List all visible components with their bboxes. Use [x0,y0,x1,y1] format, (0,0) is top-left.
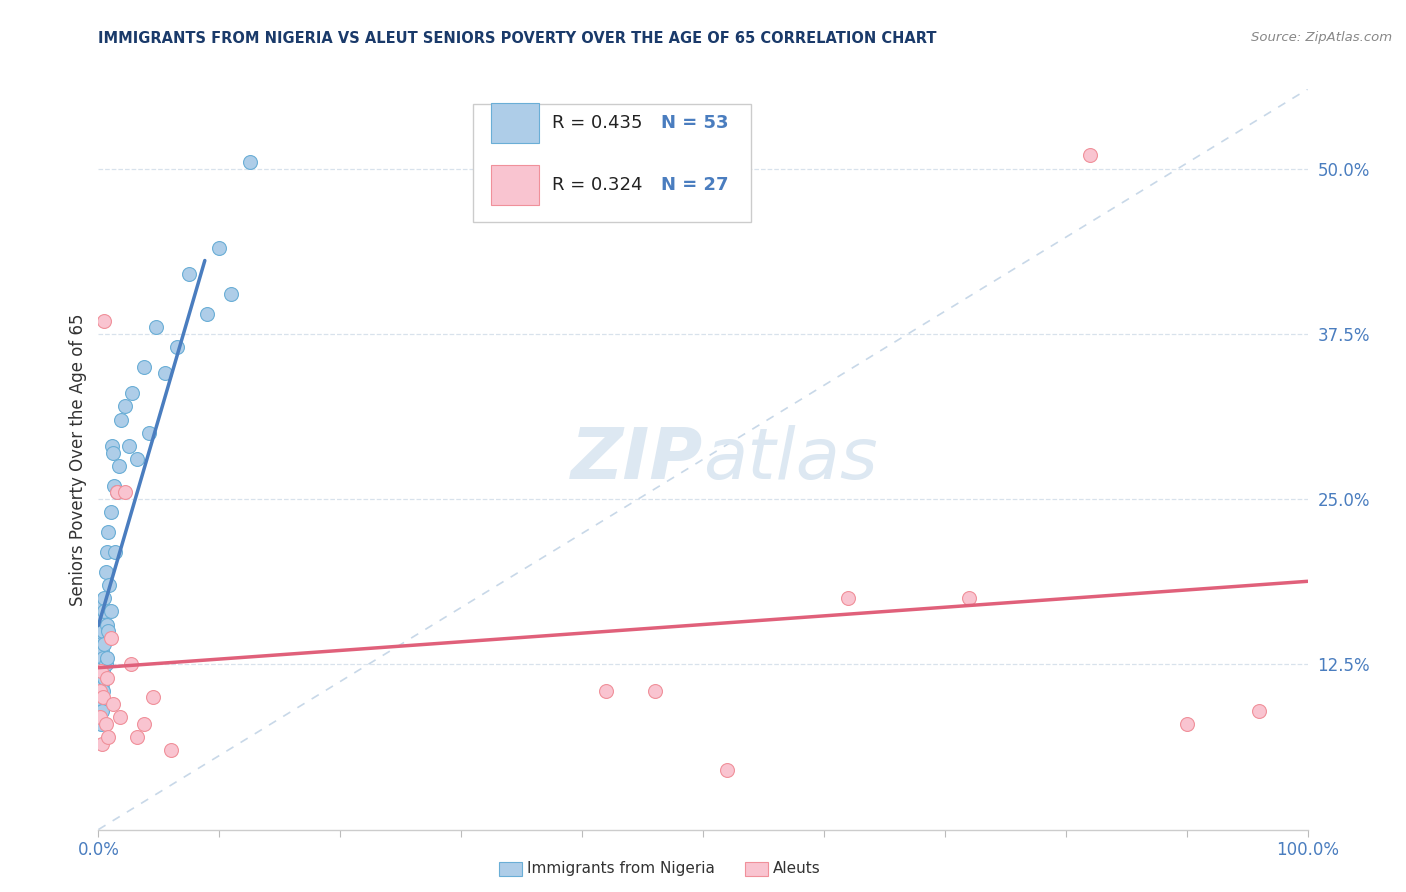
Point [90,664,112,678]
Point [239,155,262,169]
Point [134,359,156,374]
Point [145,320,167,334]
Text: Source: ZipAtlas.com: Source: ZipAtlas.com [1251,31,1392,45]
Point [91,650,114,665]
Point [91,598,114,612]
Point [100,439,122,453]
Point [96,617,118,632]
Point [134,716,156,731]
Point [114,485,136,500]
Point [1078,148,1101,162]
Point [108,458,131,473]
Point [160,743,183,757]
Point [105,485,128,500]
FancyBboxPatch shape [474,104,751,222]
Point [595,683,617,698]
Point [957,591,980,606]
Point [89,683,111,698]
Point [91,677,114,691]
Point [89,671,111,685]
Point [110,413,132,427]
Point [93,637,115,651]
Point [93,671,115,685]
Point [91,664,114,678]
Point [89,631,111,645]
Text: atlas: atlas [703,425,877,494]
Point [96,650,118,665]
Point [91,624,114,639]
Point [104,545,127,559]
Point [97,525,120,540]
Point [90,657,112,672]
Point [97,624,120,639]
Point [96,671,118,685]
Point [101,446,124,460]
Point [118,439,141,453]
Point [93,591,115,606]
Point [142,690,165,705]
Point [108,710,131,724]
Point [837,591,859,606]
Point [91,683,114,698]
Point [179,268,201,282]
Text: Aleuts: Aleuts [773,862,821,876]
Point [121,386,143,401]
Point [98,578,121,592]
Point [120,657,142,672]
Point [114,400,136,414]
Point [96,545,118,559]
Point [127,730,149,744]
Text: Immigrants from Nigeria: Immigrants from Nigeria [527,862,716,876]
Point [208,241,231,255]
Text: N = 53: N = 53 [661,113,728,131]
Point [716,763,738,777]
Point [1175,716,1198,731]
Point [195,307,218,321]
Text: R = 0.435: R = 0.435 [551,113,659,131]
Point [93,604,115,618]
Text: N = 27: N = 27 [661,177,728,194]
Point [100,604,122,618]
Text: IMMIGRANTS FROM NIGERIA VS ALEUT SENIORS POVERTY OVER THE AGE OF 65 CORRELATION : IMMIGRANTS FROM NIGERIA VS ALEUT SENIORS… [98,31,936,46]
FancyBboxPatch shape [492,165,538,205]
Point [91,690,114,705]
Point [101,697,124,711]
Point [90,637,112,651]
Point [90,617,112,632]
Point [94,657,117,672]
Point [97,730,120,744]
Point [100,631,122,645]
Point [103,479,125,493]
Point [127,452,149,467]
Text: R = 0.324: R = 0.324 [551,177,659,194]
Point [91,644,114,658]
Point [91,611,114,625]
Point [91,737,114,751]
Point [90,697,112,711]
Point [166,340,188,354]
Point [89,650,111,665]
Text: ZIP: ZIP [571,425,703,494]
Point [138,425,160,440]
Point [94,565,117,579]
Point [94,716,117,731]
FancyBboxPatch shape [492,103,538,143]
Y-axis label: Seniors Poverty Over the Age of 65: Seniors Poverty Over the Age of 65 [69,313,87,606]
Point [105,485,128,500]
Point [644,683,666,698]
Point [91,704,114,718]
Point [89,690,111,705]
Point [100,505,122,519]
Point [89,710,111,724]
Point [1249,704,1271,718]
Point [90,716,112,731]
Point [221,287,243,301]
Point [93,313,115,327]
Point [153,367,176,381]
